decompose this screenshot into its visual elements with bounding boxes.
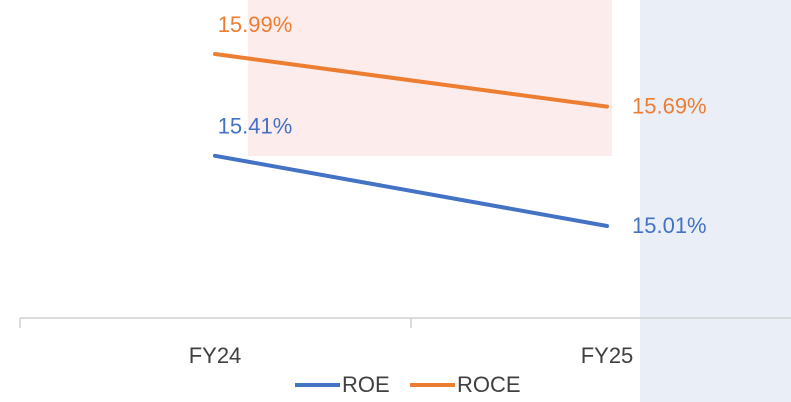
data-label: 15.69% — [632, 93, 707, 118]
x-tick-label: FY24 — [189, 343, 242, 368]
line-series — [213, 153, 609, 228]
legend-label: ROCE — [457, 372, 521, 397]
data-label: 15.41% — [218, 114, 293, 139]
highlight-blue — [640, 0, 791, 402]
line-series — [213, 52, 609, 109]
data-label: 15.99% — [218, 12, 293, 37]
highlight-pink — [248, 0, 612, 156]
legend-label: ROE — [342, 372, 390, 397]
x-tick-label: FY25 — [581, 343, 634, 368]
data-label: 15.01% — [632, 213, 707, 238]
